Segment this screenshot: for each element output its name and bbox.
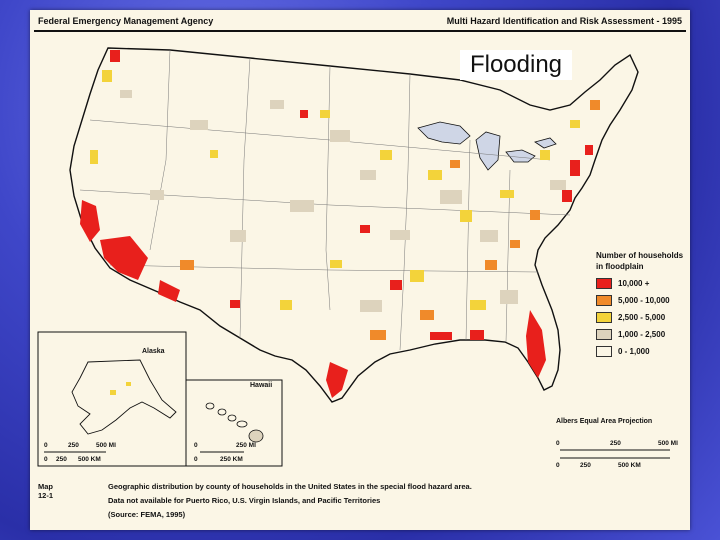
main-scale-km-250: 250 [580, 462, 591, 469]
legend-item: 2,500 - 5,000 [596, 312, 686, 323]
hawaii-inset-frame [185, 379, 283, 467]
projection-label: Albers Equal Area Projection [556, 418, 653, 425]
legend-label: 0 - 1,000 [618, 347, 650, 356]
legend-item: 5,000 - 10,000 [596, 295, 686, 306]
alaska-scale-km-500: 500 KM [78, 456, 101, 463]
caption-line-2: Data not available for Puerto Rico, U.S.… [108, 496, 381, 505]
hawaii-scale-mi-0: 0 [194, 442, 198, 449]
legend-title: Number of households in floodplain [596, 251, 684, 271]
header-report: Multi Hazard Identification and Risk Ass… [446, 16, 682, 26]
caption-line-1: Geographic distribution by county of hou… [108, 482, 472, 491]
map-sheet: Federal Emergency Management Agency Mult… [30, 10, 690, 530]
alaska-scale-mi-250: 250 [68, 442, 79, 449]
alaska-scale-km-0: 0 [44, 456, 48, 463]
alaska-scale-mi-0: 0 [44, 442, 48, 449]
legend-swatch [596, 346, 612, 357]
alaska-label: Alaska [142, 348, 165, 355]
flooding-title: Flooding [460, 50, 572, 80]
hawaii-label: Hawaii [250, 382, 273, 389]
legend-swatch [596, 278, 612, 289]
caption-line-3: (Source: FEMA, 1995) [108, 510, 186, 519]
flood-county-patches [80, 50, 600, 398]
legend-swatch [596, 295, 612, 306]
legend-swatch [596, 312, 612, 323]
hawaii-scale-km-0: 0 [194, 456, 198, 463]
legend-label: 5,000 - 10,000 [618, 296, 670, 305]
legend-item: 1,000 - 2,500 [596, 329, 686, 340]
alaska-shape [71, 359, 177, 435]
hawaii-scale-mi-250: 250 MI [236, 442, 256, 449]
hawaii-scale-km-250: 250 KM [220, 456, 243, 463]
scale-bars [44, 449, 670, 459]
header-agency: Federal Emergency Management Agency [38, 16, 214, 26]
legend-item: 10,000 + [596, 278, 686, 289]
us-flood-map [37, 47, 670, 467]
legend: Number of households in floodplain 10,00… [596, 250, 686, 357]
great-lakes [417, 121, 557, 171]
main-scale-mi-250: 250 [610, 440, 621, 447]
header-rule [34, 30, 686, 32]
legend-label: 10,000 + [618, 279, 650, 288]
alaska-scale-mi-500: 500 MI [96, 442, 116, 449]
alaska-scale-km-250: 250 [56, 456, 67, 463]
map-number: Map 12-1 [38, 482, 54, 500]
main-scale-km-500: 500 KM [618, 462, 641, 469]
legend-swatch [596, 329, 612, 340]
main-scale-mi-0: 0 [556, 440, 560, 447]
hawaii-islands [205, 402, 264, 443]
legend-label: 1,000 - 2,500 [618, 330, 666, 339]
main-scale-mi-500: 500 MI [658, 440, 678, 447]
legend-label: 2,500 - 5,000 [618, 313, 666, 322]
legend-item: 0 - 1,000 [596, 346, 686, 357]
main-scale-km-0: 0 [556, 462, 560, 469]
